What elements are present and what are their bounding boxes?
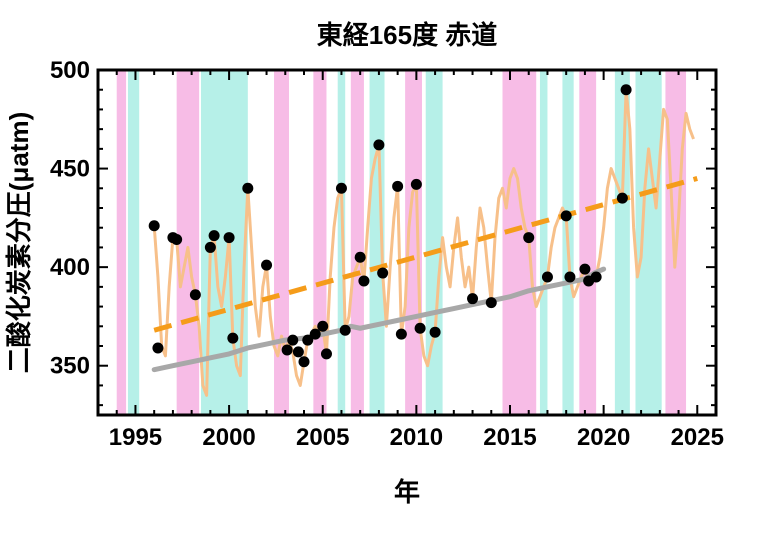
scatter-point <box>523 232 534 243</box>
chart-svg: 1995 2000 2005 2010 2015 2020 2025 350 400 450 500… <box>0 0 758 534</box>
scatter-point <box>227 333 238 344</box>
scatter-point <box>299 356 310 367</box>
band-cyan <box>540 70 547 415</box>
scatter-point <box>336 183 347 194</box>
scatter-point <box>190 289 201 300</box>
scatter-point <box>149 220 160 231</box>
xtick-label: 2015 <box>483 424 536 451</box>
xtick-label: 1995 <box>109 424 162 451</box>
scatter-point <box>617 193 628 204</box>
xtick-label: 2020 <box>577 424 630 451</box>
ytick-label: 450 <box>50 156 90 183</box>
scatter-point <box>317 321 328 332</box>
scatter-point <box>209 230 220 241</box>
band-cyan <box>615 70 630 415</box>
scatter-point <box>542 272 553 283</box>
scatter-point <box>415 323 426 334</box>
chart-title: 東経165度 赤道 <box>317 20 498 50</box>
scatter-point <box>152 342 163 353</box>
xtick-label: 2010 <box>390 424 443 451</box>
scatter-point <box>340 325 351 336</box>
scatter-point <box>205 242 216 253</box>
xtick-label: 2000 <box>202 424 255 451</box>
y-axis-label: 二酸化炭素分圧(μatm) <box>4 112 34 373</box>
scatter-point <box>377 268 388 279</box>
scatter-point <box>358 275 369 286</box>
ytick-label: 350 <box>50 353 90 380</box>
scatter-point <box>287 335 298 346</box>
scatter-point <box>282 344 293 355</box>
band-pink <box>117 70 126 415</box>
band-pink <box>274 70 289 415</box>
band-pink <box>313 70 326 415</box>
scatter-point <box>396 329 407 340</box>
band-cyan <box>128 70 139 415</box>
scatter-point <box>486 297 497 308</box>
band-cyan <box>635 70 661 415</box>
scatter-point <box>564 272 575 283</box>
scatter-point <box>411 179 422 190</box>
scatter-point <box>293 346 304 357</box>
scatter-point <box>392 181 403 192</box>
scatter-point <box>355 252 366 263</box>
scatter-point <box>261 260 272 271</box>
band-pink <box>351 70 364 415</box>
scatter-point <box>591 272 602 283</box>
chart-container: 1995 2000 2005 2010 2015 2020 2025 350 400 450 500… <box>0 0 758 534</box>
scatter-point <box>242 183 253 194</box>
scatter-point <box>373 139 384 150</box>
scatter-point <box>321 348 332 359</box>
scatter-point <box>171 234 182 245</box>
scatter-point <box>621 84 632 95</box>
ytick-label: 500 <box>50 57 90 84</box>
xtick-label: 2025 <box>671 424 724 451</box>
xtick-label: 2005 <box>296 424 349 451</box>
ytick-label: 400 <box>50 254 90 281</box>
scatter-point <box>561 210 572 221</box>
band-pink <box>579 70 596 415</box>
x-axis-label: 年 <box>394 477 420 507</box>
scatter-point <box>579 264 590 275</box>
scatter-point <box>467 293 478 304</box>
scatter-point <box>430 327 441 338</box>
scatter-point <box>224 232 235 243</box>
